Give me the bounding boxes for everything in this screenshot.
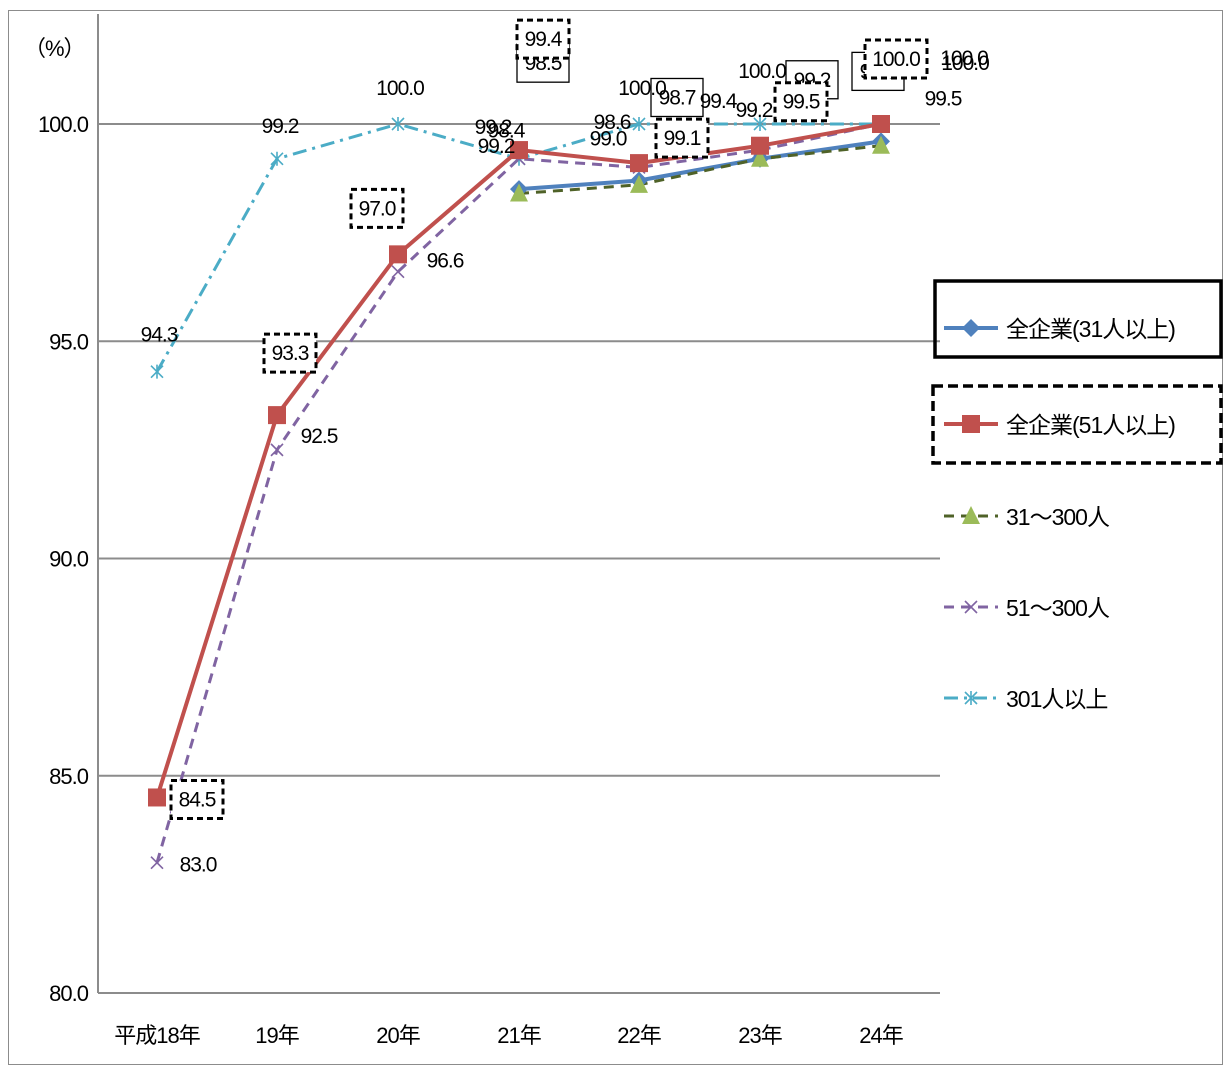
legend-label: 31〜300人 bbox=[1006, 504, 1110, 530]
legend-swatch-marker bbox=[964, 600, 978, 614]
data-label: 99.0 bbox=[590, 127, 627, 150]
data-label: 99.2 bbox=[475, 116, 512, 139]
data-label-box bbox=[650, 77, 704, 118]
data-label: 98.4 bbox=[488, 120, 526, 143]
data-label: 98.7 bbox=[659, 86, 696, 109]
data-label: 99.2 bbox=[262, 115, 299, 138]
data-point bbox=[270, 151, 284, 166]
data-point bbox=[753, 117, 767, 131]
legend-label: 全企業(31人以上) bbox=[1006, 316, 1175, 342]
data-label: 92.5 bbox=[301, 425, 338, 448]
y-tick-label: 80.0 bbox=[49, 981, 89, 1006]
data-point bbox=[268, 406, 286, 425]
data-labels: 98.598.799.299.684.593.397.099.499.199.5… bbox=[141, 18, 990, 877]
data-label: 99.5 bbox=[783, 91, 820, 114]
legend-swatch-marker bbox=[962, 506, 980, 524]
legend-label: 51〜300人 bbox=[1006, 595, 1110, 621]
data-label-box bbox=[654, 117, 710, 159]
series-line-3 bbox=[155, 122, 882, 864]
x-tick-label: 平成18年 bbox=[114, 1023, 199, 1048]
data-point bbox=[150, 364, 164, 379]
legend-label: 301人以上 bbox=[1006, 686, 1107, 712]
data-label-box bbox=[863, 38, 929, 80]
x-tick-label: 20年 bbox=[376, 1023, 419, 1048]
y-tick-label: 85.0 bbox=[49, 764, 89, 789]
data-label: 100.0 bbox=[738, 60, 786, 83]
y-tick-label: 100.0 bbox=[38, 112, 89, 137]
data-label: 100.0 bbox=[940, 47, 988, 70]
data-point bbox=[632, 117, 646, 131]
data-point bbox=[510, 183, 528, 202]
series-markers bbox=[148, 115, 890, 870]
y-tick-label: 95.0 bbox=[49, 329, 89, 354]
data-label: 99.1 bbox=[664, 127, 701, 150]
legend-label: 全企業(51人以上) bbox=[1006, 412, 1175, 438]
data-label: 84.5 bbox=[179, 788, 216, 811]
data-label: 99.4 bbox=[525, 28, 563, 51]
y-axis-unit-label: （%） bbox=[24, 36, 85, 61]
x-tick-label: 24年 bbox=[859, 1023, 902, 1048]
series-line-2 bbox=[518, 144, 882, 196]
data-point bbox=[391, 117, 405, 131]
x-tick-label: 22年 bbox=[617, 1023, 660, 1048]
data-point bbox=[872, 115, 890, 133]
data-label: 99.2 bbox=[736, 99, 773, 122]
series-lines bbox=[155, 122, 882, 864]
legend-box-dashed bbox=[931, 384, 1223, 465]
axes: 80.0 85.0 90.0 95.0 100.0 （%） 平成18年 19年 20年 21年 22… bbox=[24, 14, 940, 1048]
y-tick-label: 90.0 bbox=[49, 547, 89, 572]
data-label: 98.6 bbox=[594, 111, 631, 134]
data-point bbox=[751, 136, 769, 155]
x-tick-label: 19年 bbox=[255, 1023, 298, 1048]
data-point bbox=[872, 135, 890, 154]
data-label: 99.4 bbox=[700, 90, 738, 113]
data-point bbox=[630, 154, 648, 173]
series-line-1 bbox=[155, 122, 882, 799]
legend-box-solid bbox=[933, 279, 1223, 359]
data-label-box bbox=[169, 778, 225, 820]
data-point bbox=[148, 788, 166, 807]
data-label: 83.0 bbox=[180, 854, 217, 877]
data-label: 100.0 bbox=[618, 77, 666, 100]
data-label-box bbox=[262, 332, 318, 374]
data-label: 93.3 bbox=[272, 342, 309, 365]
data-label: 94.3 bbox=[141, 324, 178, 347]
data-label-box bbox=[515, 18, 571, 60]
x-tick-label: 21年 bbox=[497, 1023, 540, 1048]
data-point bbox=[751, 148, 769, 167]
legend: 全企業(31人以上) 全企業(51人以上) 31〜300人 51〜300人 301人以上 bbox=[931, 279, 1223, 712]
data-label-box bbox=[349, 187, 405, 229]
data-point bbox=[150, 856, 164, 870]
data-point bbox=[630, 174, 648, 193]
legend-swatch-marker bbox=[962, 319, 980, 337]
data-point bbox=[389, 245, 407, 264]
data-label: 100.0 bbox=[941, 52, 989, 75]
x-tick-label: 23年 bbox=[738, 1023, 781, 1048]
data-label-box bbox=[773, 81, 829, 123]
data-point bbox=[270, 443, 284, 457]
chart-frame bbox=[8, 10, 1223, 1065]
data-point bbox=[391, 265, 405, 279]
series-line-0 bbox=[518, 139, 882, 192]
data-label: 96.6 bbox=[427, 250, 464, 273]
data-label: 100.0 bbox=[872, 48, 920, 71]
data-label: 99.2 bbox=[478, 135, 515, 158]
legend-swatch-marker bbox=[962, 415, 980, 433]
data-label: 100.0 bbox=[376, 77, 424, 100]
data-label: 99.5 bbox=[925, 88, 962, 111]
legend-swatch-marker bbox=[964, 691, 978, 705]
data-point bbox=[510, 141, 528, 160]
grid-lines bbox=[98, 123, 940, 777]
data-label: 97.0 bbox=[359, 197, 396, 220]
